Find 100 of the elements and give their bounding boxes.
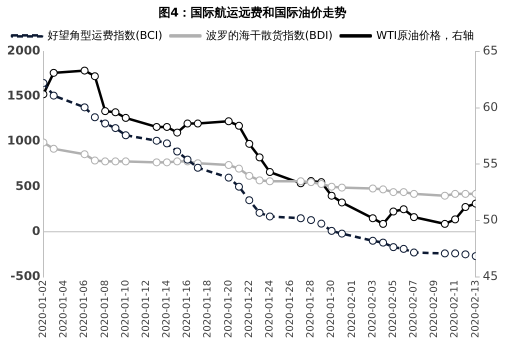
point [379,185,388,194]
point [328,226,336,235]
point [101,157,110,166]
point [234,164,243,173]
point [379,238,388,247]
point [461,190,470,198]
x-tick-label: 2020-02-07 [408,280,420,338]
point [111,124,120,132]
point [90,113,99,122]
point [400,205,408,214]
point [266,168,274,176]
point [307,216,316,224]
point [389,207,398,216]
point [162,158,171,166]
x-tick-label: 2020-01-02 [38,280,49,338]
y-tick-label: 1500 [6,88,40,103]
point [256,153,264,162]
y2-tick-label: 65 [482,44,498,58]
point [50,68,58,77]
point [245,140,254,148]
point [256,208,264,217]
point [440,249,449,258]
point [368,214,377,222]
point [194,164,202,172]
legend-label: 好望角型运费指数(BCI) [48,28,162,42]
point [461,202,470,211]
x-tick-label: 2020-02-11 [450,280,461,338]
point [173,157,182,166]
point [224,117,233,126]
point [461,250,470,258]
point [152,158,161,166]
x-tick-label: 2020-02-13 [470,280,482,338]
point [389,243,398,252]
point [50,144,58,153]
point [90,72,99,80]
x-tick-label: 2020-01-04 [58,280,70,338]
point [80,103,89,112]
x-tick-label: 2020-01-16 [182,280,194,338]
point [184,120,192,128]
point [152,136,161,145]
point [389,188,398,196]
point [122,114,130,122]
point [338,184,346,192]
y2-tick-label: 45 [482,269,498,284]
x-tick-label: 2020-01-18 [202,280,214,338]
point [173,148,182,156]
x-tick-label: 2020-01-22 [244,280,255,338]
x-tick-label: 2020-02-09 [429,280,440,338]
point [162,139,171,148]
x-tick-label: 2020-01-24 [264,280,276,338]
point [400,244,408,253]
legend-label: 波罗的海干散货指数(BDI) [206,28,333,42]
point [90,156,99,165]
point [111,108,120,116]
point [80,66,89,75]
point [368,184,377,192]
x-tick-label: 2020-01-10 [120,280,132,338]
point [440,220,449,228]
point [400,188,408,196]
point [296,214,305,222]
point [266,177,274,186]
x-tick-label: 2020-01-26 [285,280,296,338]
point [410,248,418,257]
point [338,198,346,206]
x-tick-label: 2020-01-08 [100,280,111,338]
x-tick-label: 2020-02-01 [346,280,358,338]
point [122,157,130,166]
point [379,220,388,228]
point [101,107,110,116]
point [317,220,326,228]
point [234,122,243,130]
x-tick-label: 2020-01-06 [79,280,90,338]
x-tick-label: 2020-02-05 [388,280,399,338]
y2-tick-label: 55 [482,156,498,170]
chart-title: 图4：国际航运远费和国际油价走势 [158,5,347,20]
y2-tick-label: 60 [482,100,498,114]
y-tick-label: 0 [32,224,40,238]
point [338,230,346,238]
point [245,172,254,180]
y2-tick-label: 50 [482,212,498,227]
x-tick-label: 2020-01-14 [162,280,173,338]
point [440,192,449,200]
point [80,150,89,158]
x-tick-label: 2020-01-30 [326,280,338,338]
y-tick-label: 2000 [6,44,40,58]
x-tick-label: 2020-01-12 [140,280,152,338]
point [368,236,377,245]
point [101,120,110,128]
point [451,215,460,224]
point [173,128,182,137]
point [224,174,233,182]
point [152,122,161,131]
point [451,190,460,198]
y-tick-label: 500 [15,178,40,193]
point [328,192,336,200]
point [224,161,233,170]
y-tick-label: 1000 [6,134,40,148]
point [50,92,58,100]
point [410,190,418,198]
point [328,182,336,191]
